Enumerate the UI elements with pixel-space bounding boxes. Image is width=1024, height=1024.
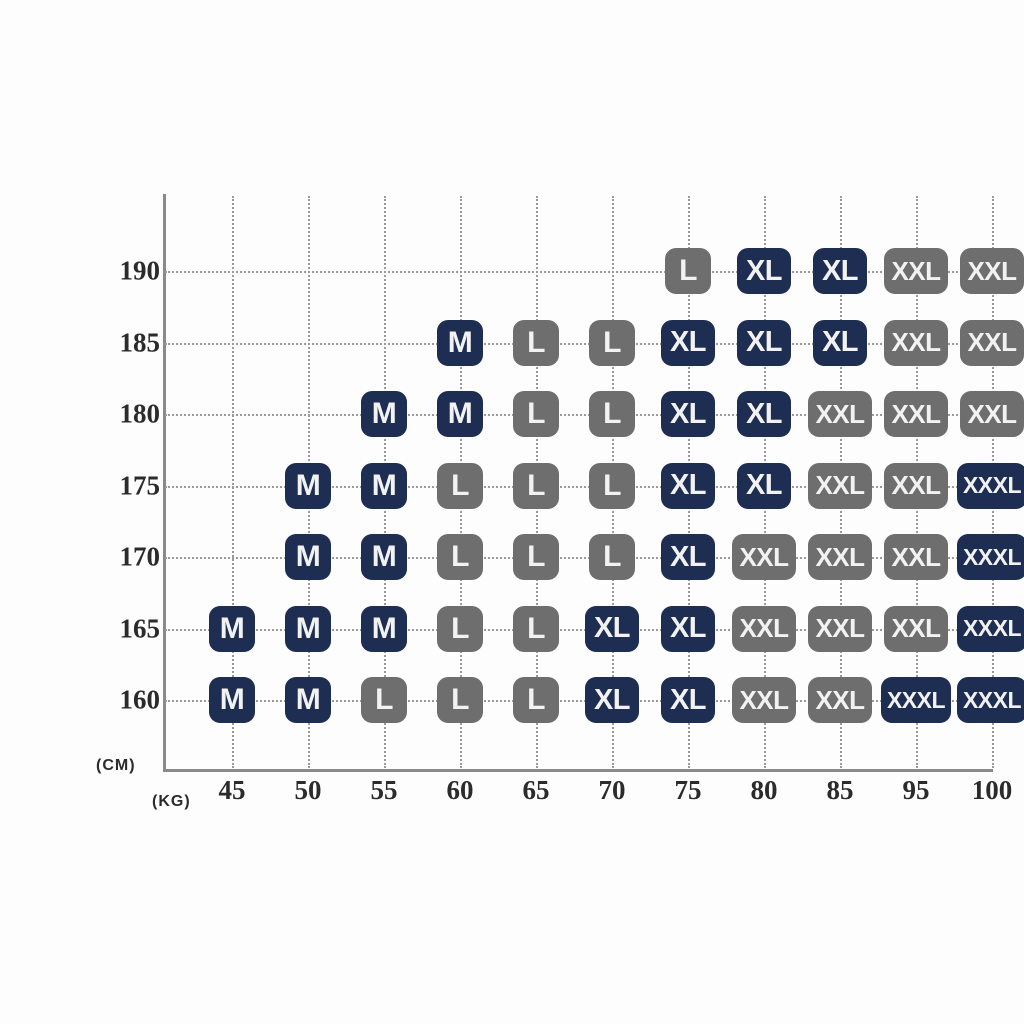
size-badge: XXL: [808, 391, 872, 437]
gridline-horizontal: [165, 485, 993, 488]
x-axis-tick-label: 100: [971, 775, 1013, 805]
size-badge: L: [513, 462, 559, 509]
size-badge: XL: [737, 462, 791, 509]
size-badge: XL: [737, 319, 791, 366]
size-badge: M: [361, 462, 407, 509]
size-badge: XXL: [884, 391, 948, 437]
size-badge: XL: [737, 391, 791, 437]
x-axis-tick-label: 55: [370, 775, 398, 805]
size-badge: XXL: [884, 534, 948, 580]
size-badge: L: [589, 319, 635, 366]
size-badge: M: [209, 605, 255, 652]
size-badge: M: [285, 534, 331, 580]
size-badge: XXL: [808, 534, 872, 580]
size-badge: L: [513, 534, 559, 580]
x-axis-tick-label: 95: [902, 775, 930, 805]
size-badge: XXXL: [957, 462, 1024, 509]
size-badge: M: [361, 534, 407, 580]
size-badge: XXXL: [957, 605, 1024, 652]
size-badge: XXL: [808, 462, 872, 509]
x-axis-tick-label: 45: [218, 775, 246, 805]
size-badge: L: [513, 319, 559, 366]
gridline-horizontal: [165, 271, 993, 273]
x-axis-line: [163, 769, 993, 772]
x-axis-tick-label: 50: [294, 775, 322, 805]
y-axis-tick-label: 160: [119, 684, 161, 715]
size-badge: XL: [661, 605, 715, 652]
size-badge: M: [437, 319, 483, 366]
size-badge: XXL: [960, 391, 1024, 437]
size-badge: XL: [661, 462, 715, 509]
size-badge: M: [209, 677, 255, 723]
size-badge: XL: [813, 248, 867, 294]
size-badge: L: [361, 677, 407, 723]
gridline-horizontal: [165, 557, 993, 559]
size-badge: XL: [661, 391, 715, 437]
size-badge: XXXL: [957, 677, 1024, 723]
size-badge: XXXL: [881, 677, 951, 723]
size-badge: M: [285, 677, 331, 723]
weight-unit-label: (KG): [152, 793, 191, 810]
y-axis-tick-label: 170: [119, 541, 161, 572]
size-badge: M: [285, 462, 331, 509]
size-badge: XL: [585, 677, 639, 723]
size-badge: L: [513, 605, 559, 652]
y-axis-tick-label: 185: [119, 327, 161, 357]
gridline-vertical: [232, 196, 234, 768]
size-badge: M: [437, 391, 483, 437]
x-axis-tick-label: 65: [522, 775, 550, 805]
size-badge: XXL: [808, 605, 872, 652]
size-badge: L: [513, 677, 559, 723]
x-axis-tick-label: 60: [446, 775, 474, 805]
gridline-horizontal: [165, 628, 993, 631]
size-badge: XXL: [884, 605, 948, 652]
size-badge: XL: [661, 319, 715, 366]
size-badge: L: [437, 534, 483, 580]
size-badge: XL: [585, 605, 639, 652]
size-badge: XXXL: [957, 534, 1024, 580]
size-badge: M: [361, 391, 407, 437]
size-badge: L: [665, 248, 711, 294]
size-badge: XXL: [732, 534, 796, 580]
size-badge: M: [361, 605, 407, 652]
size-badge: L: [589, 462, 635, 509]
size-badge: XXL: [732, 605, 796, 652]
size-badge: XXL: [960, 319, 1024, 366]
height-unit-label: (CM): [96, 757, 136, 774]
gridline-horizontal: [165, 342, 993, 345]
y-axis-tick-label: 180: [119, 398, 161, 429]
size-badge: XXL: [884, 462, 948, 509]
size-badge: M: [285, 605, 331, 652]
size-badge: XXL: [884, 319, 948, 366]
size-badge: XL: [661, 677, 715, 723]
size-badge: XXL: [732, 677, 796, 723]
y-axis-tick-label: 175: [119, 470, 161, 500]
size-badge: L: [437, 605, 483, 652]
y-axis-tick-label: 190: [119, 255, 161, 286]
size-badge: L: [437, 462, 483, 509]
x-axis-tick-label: 85: [826, 775, 854, 805]
y-axis-tick-label: 165: [119, 613, 161, 643]
size-badge: XL: [661, 534, 715, 580]
size-badge: L: [589, 534, 635, 580]
y-axis-line: [163, 194, 166, 772]
size-badge: L: [437, 677, 483, 723]
x-axis-tick-label: 80: [750, 775, 778, 805]
size-badge: XL: [813, 319, 867, 366]
x-axis-tick-label: 70: [598, 775, 626, 805]
size-badge: L: [513, 391, 559, 437]
size-badge: L: [589, 391, 635, 437]
x-axis-tick-label: 75: [674, 775, 702, 805]
size-badge: XXL: [960, 248, 1024, 294]
gridline-horizontal: [165, 414, 993, 416]
gridline-horizontal: [165, 700, 993, 702]
size-badge: XXL: [884, 248, 948, 294]
size-badge: XL: [737, 248, 791, 294]
size-badge: XXL: [808, 677, 872, 723]
